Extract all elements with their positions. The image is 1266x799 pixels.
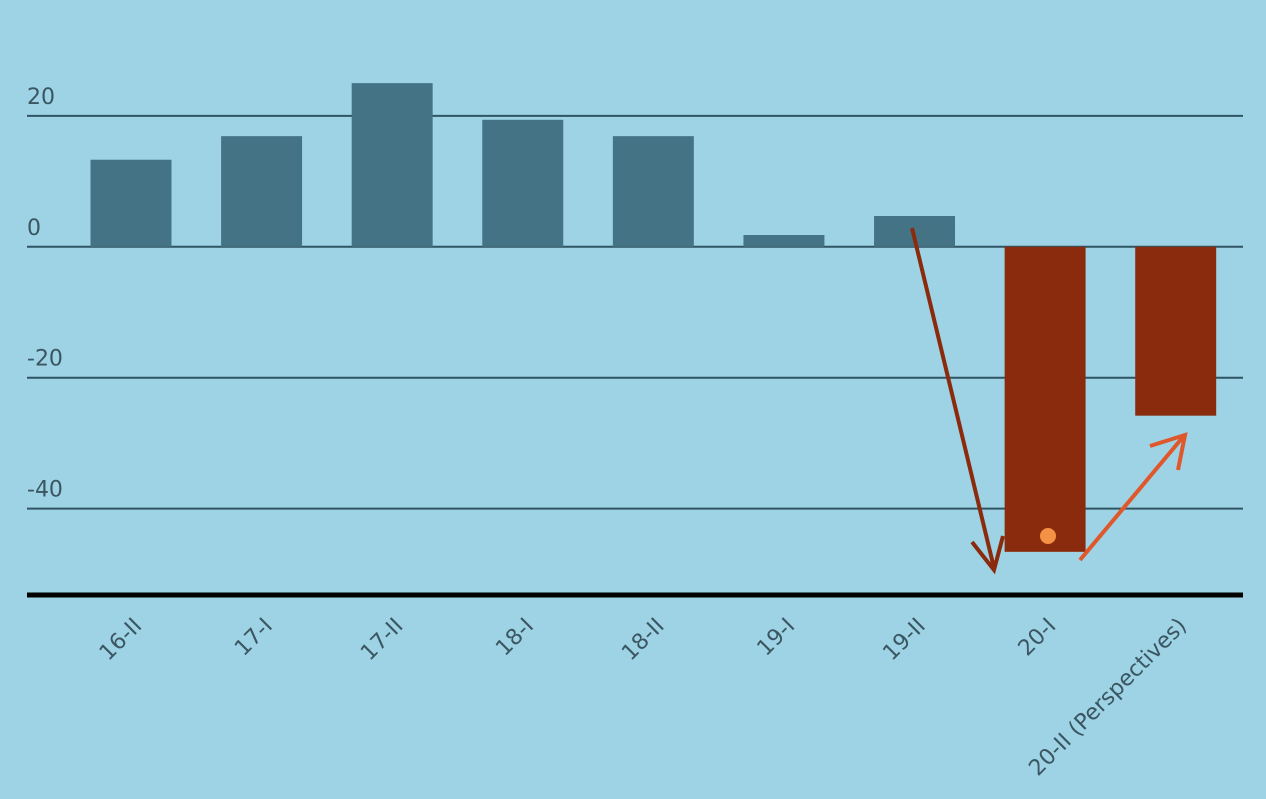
bar: [351, 83, 433, 247]
bar: [221, 136, 303, 247]
marker-dot: [1040, 528, 1056, 544]
y-tick-label: 20: [27, 85, 55, 110]
y-tick-label: -20: [27, 347, 63, 372]
bar: [90, 159, 172, 247]
annotations: [910, 227, 1188, 575]
bar: [482, 119, 564, 247]
arrow-head: [970, 535, 1005, 575]
bar: [1135, 246, 1217, 416]
bar: [612, 136, 694, 247]
arrow-down: [910, 227, 996, 569]
arrow-head: [1149, 432, 1188, 471]
y-tick-label: -40: [27, 478, 63, 503]
bar: [743, 235, 825, 247]
arrow-up: [1078, 435, 1185, 562]
bar: [1004, 246, 1086, 552]
y-tick-label: 0: [27, 216, 41, 241]
